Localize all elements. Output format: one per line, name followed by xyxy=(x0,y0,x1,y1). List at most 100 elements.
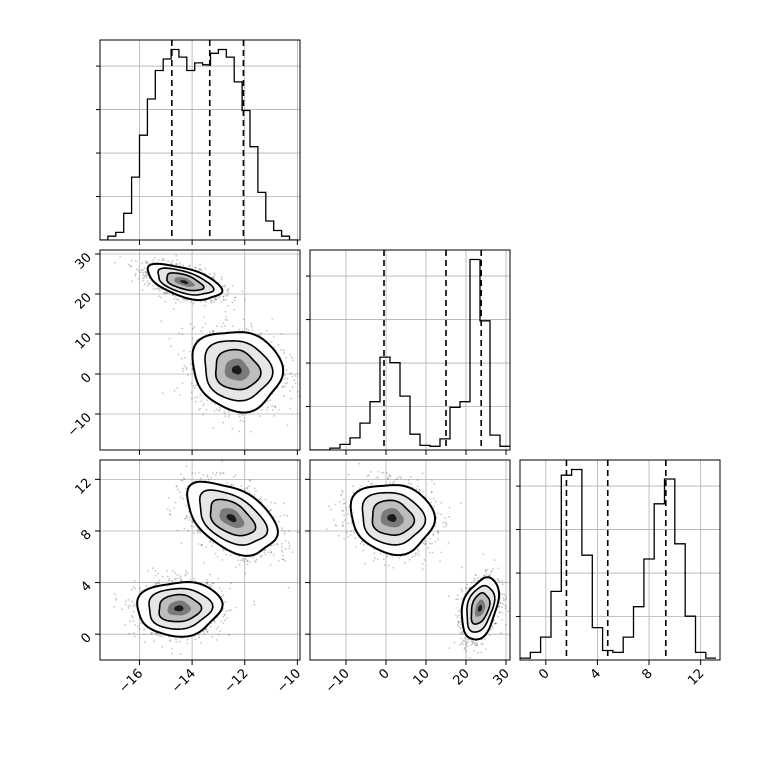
scatter-point xyxy=(143,276,146,279)
scatter-point xyxy=(202,474,205,476)
scatter-point xyxy=(434,525,437,528)
scatter-point xyxy=(457,624,459,627)
scatter-point xyxy=(281,546,283,548)
scatter-point xyxy=(342,525,345,527)
scatter-point xyxy=(174,302,177,304)
scatter-point xyxy=(350,522,353,524)
scatter-point xyxy=(202,404,204,407)
scatter-point xyxy=(425,542,427,545)
scatter-point xyxy=(485,571,487,574)
scatter-point xyxy=(158,295,160,297)
density-contours xyxy=(186,480,279,557)
scatter-point xyxy=(181,333,184,336)
scatter-point xyxy=(267,400,269,403)
scatter-point xyxy=(219,471,222,474)
scatter-point xyxy=(237,413,240,416)
scatter-point xyxy=(424,540,426,542)
axes-frame xyxy=(519,459,721,661)
scatter-point xyxy=(350,530,353,533)
scatter-point xyxy=(428,552,431,554)
scatter-point xyxy=(206,631,209,633)
scatter-point xyxy=(218,408,221,411)
scatter-point xyxy=(210,301,213,304)
scatter-point xyxy=(133,632,135,634)
scatter-point xyxy=(268,509,271,512)
scatter-point xyxy=(183,517,186,520)
scatter-point xyxy=(201,544,203,546)
scatter-point xyxy=(340,494,342,497)
scatter-point xyxy=(200,269,203,272)
scatter-point xyxy=(137,277,140,280)
scatter-point xyxy=(144,271,147,274)
scatter-point xyxy=(437,512,440,515)
scatter-point xyxy=(164,293,167,295)
scatter-point xyxy=(129,265,132,268)
scatter-point xyxy=(476,642,478,645)
scatter-point xyxy=(270,508,273,511)
scatter-point xyxy=(505,598,507,601)
scatter-point xyxy=(168,337,171,340)
scatter-point xyxy=(176,298,179,301)
scatter-point xyxy=(190,525,193,527)
scatter-point xyxy=(273,346,276,349)
scatter-point xyxy=(134,274,137,277)
scatter-point xyxy=(416,485,419,488)
scatter-point xyxy=(266,406,269,409)
scatter-point xyxy=(326,528,328,530)
scatter-point xyxy=(498,611,501,614)
scatter-point xyxy=(210,585,213,588)
scatter-point xyxy=(199,532,202,534)
scatter-point xyxy=(184,356,187,359)
scatter-point xyxy=(501,606,503,609)
scatter-point xyxy=(260,555,263,557)
scatter-point xyxy=(491,627,494,630)
scatter-point xyxy=(444,517,446,519)
x-tick-label: 12 xyxy=(685,666,707,688)
scatter-point xyxy=(155,633,158,636)
scatter-point xyxy=(174,579,177,581)
scatter-point xyxy=(281,549,283,552)
scatter-point xyxy=(199,268,202,271)
scatter-point xyxy=(166,508,169,510)
scatter-point xyxy=(347,536,349,538)
scatter-point xyxy=(187,511,190,513)
scatter-point xyxy=(205,408,208,411)
scatter-point xyxy=(328,505,330,508)
scatter-point xyxy=(146,285,149,287)
scatter-point xyxy=(184,493,187,496)
scatter-point xyxy=(143,283,146,286)
scatter-point xyxy=(496,615,499,618)
scatter-point xyxy=(146,274,149,277)
scatter-point xyxy=(387,564,390,567)
scatter-point xyxy=(175,263,178,266)
scatter-point xyxy=(344,519,346,521)
scatter-point xyxy=(183,478,186,480)
scatter-point xyxy=(205,582,208,585)
scatter-point xyxy=(423,559,426,561)
contour-level xyxy=(231,365,242,375)
scatter-point xyxy=(283,374,286,377)
y-tick-label: 12 xyxy=(73,476,95,498)
y-tick-label: 20 xyxy=(73,290,95,312)
scatter-point xyxy=(190,391,193,394)
scatter-point xyxy=(261,409,264,411)
scatter-point xyxy=(477,651,480,654)
scatter-point xyxy=(154,632,157,635)
scatter-point xyxy=(281,529,284,531)
scatter-point xyxy=(253,487,256,490)
scatter-point xyxy=(214,552,217,555)
scatter-point xyxy=(186,572,189,575)
scatter-point xyxy=(194,635,197,637)
scatter-point xyxy=(163,259,166,262)
scatter-point xyxy=(199,530,201,533)
scatter-point xyxy=(226,289,229,292)
scatter-point xyxy=(417,554,420,556)
scatter-point xyxy=(429,537,432,540)
scatter-point xyxy=(181,327,184,330)
scatter-point xyxy=(198,269,201,272)
scatter-point xyxy=(180,542,183,544)
scatter-point xyxy=(115,599,118,601)
scatter-point xyxy=(152,285,154,287)
scatter-point xyxy=(288,530,290,532)
